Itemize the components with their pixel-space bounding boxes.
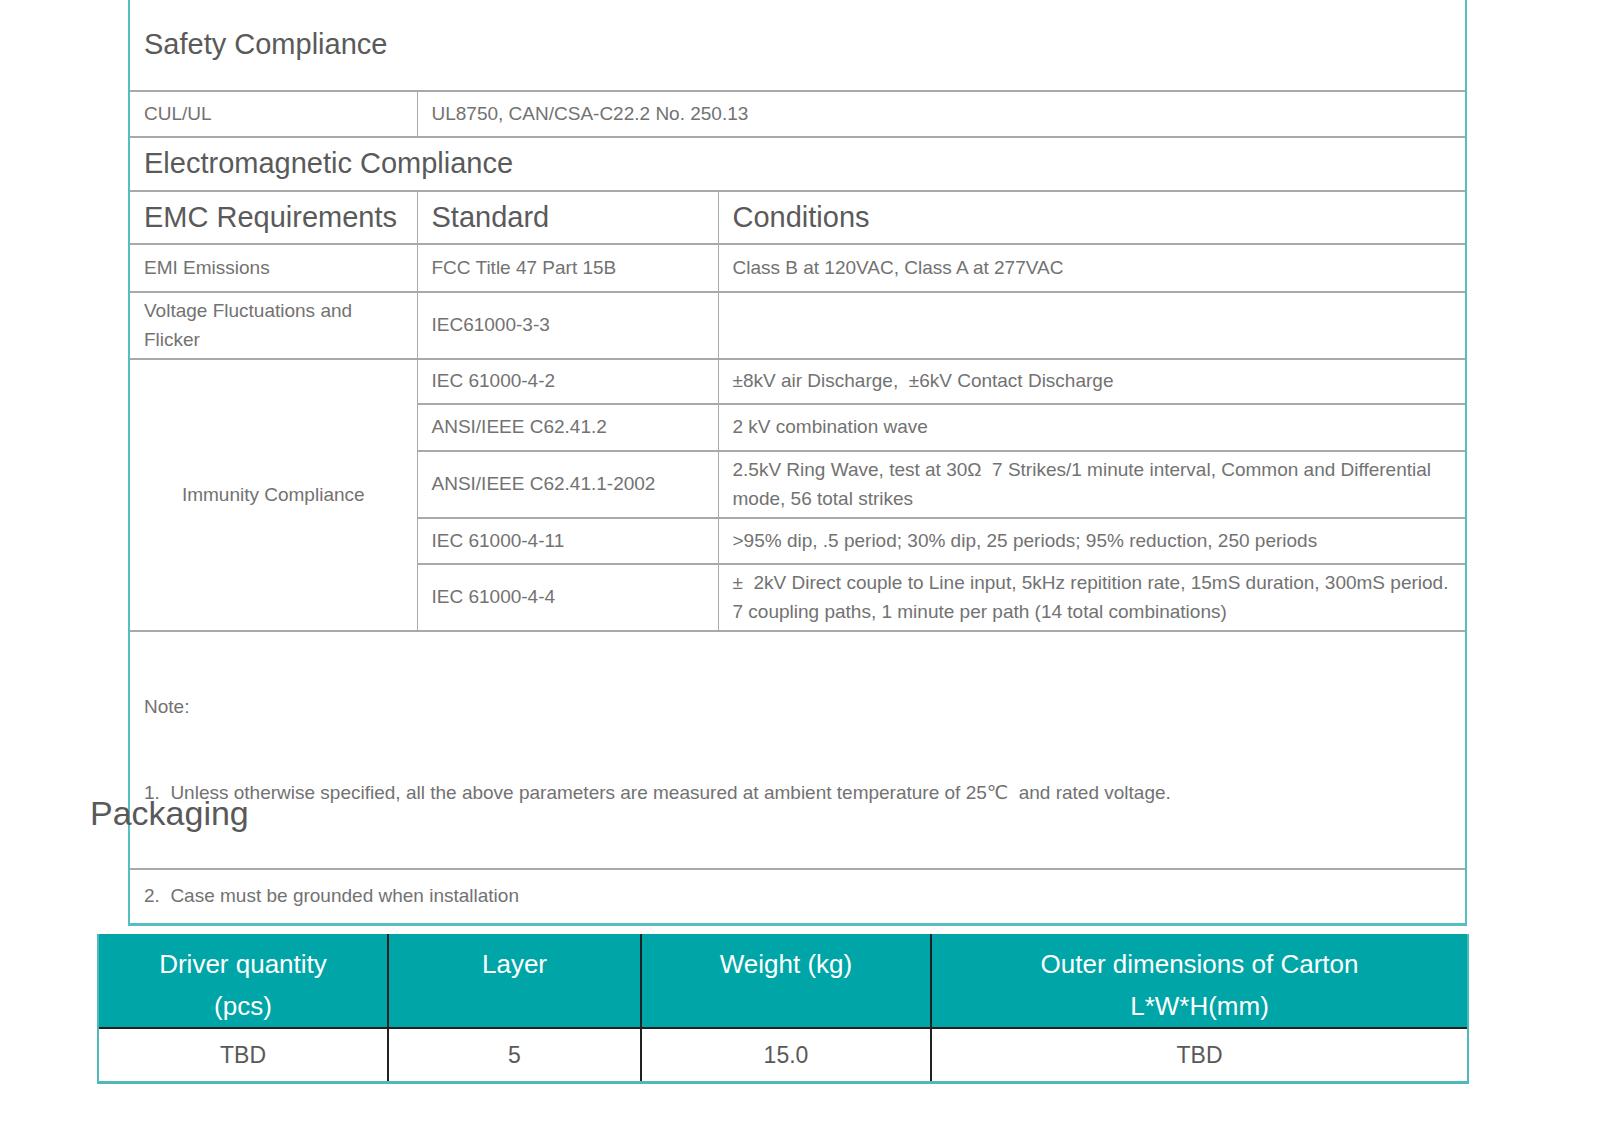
emc-header-requirements: EMC Requirements: [130, 191, 417, 245]
packaging-header-layer: Layer: [388, 934, 641, 1028]
packaging-value-outer-dimensions: TBD: [931, 1028, 1467, 1081]
emc-row-standard: IEC61000-3-3: [417, 292, 718, 359]
note-item-1: 1. Unless otherwise specified, all the a…: [144, 779, 1451, 808]
packaging-header-outer-dimensions: Outer dimensions of Carton L*W*H(mm): [931, 934, 1467, 1028]
emc-row-requirement: EMI Emissions: [130, 244, 417, 292]
emc-header-standard: Standard: [417, 191, 718, 245]
packaging-header-row: Driver quantity (pcs) Layer Weight (kg) …: [99, 934, 1467, 1028]
immunity-row-standard: ANSI/IEEE C62.41.2: [417, 404, 718, 451]
safety-section-title: Safety Compliance: [130, 0, 1465, 91]
immunity-row-standard: IEC 61000-4-2: [417, 359, 718, 404]
table-row: Immunity Compliance IEC 61000-4-2 ±8kV a…: [130, 359, 1465, 404]
immunity-row-standard: IEC 61000-4-11: [417, 518, 718, 564]
table-row: CUL/UL UL8750, CAN/CSA-C22.2 No. 250.13: [130, 91, 1465, 137]
immunity-compliance-label: Immunity Compliance: [130, 359, 417, 631]
table-row: Voltage Fluctuations and Flicker IEC6100…: [130, 292, 1465, 359]
note-cell: Note: 1. Unless otherwise specified, all…: [130, 631, 1465, 869]
packaging-data-row: TBD 5 15.0 TBD: [99, 1028, 1467, 1081]
immunity-row-conditions: ±8kV air Discharge, ±6kV Contact Dischar…: [718, 359, 1465, 404]
note-item-2: 2. Case must be grounded when installati…: [130, 869, 1465, 923]
packaging-table-grid: Driver quantity (pcs) Layer Weight (kg) …: [99, 934, 1467, 1081]
table-header-row: EMC Requirements Standard Conditions: [130, 191, 1465, 245]
emc-row-conditions: [718, 292, 1465, 359]
compliance-table-grid: Safety Compliance CUL/UL UL8750, CAN/CSA…: [130, 0, 1465, 923]
compliance-table: Safety Compliance CUL/UL UL8750, CAN/CSA…: [128, 0, 1467, 926]
table-row: Safety Compliance: [130, 0, 1465, 91]
note-label: Note:: [144, 693, 1451, 722]
immunity-row-standard: IEC 61000-4-4: [417, 564, 718, 631]
table-row: Note: 1. Unless otherwise specified, all…: [130, 631, 1465, 869]
emc-row-standard: FCC Title 47 Part 15B: [417, 244, 718, 292]
table-row: Electromagnetic Compliance: [130, 137, 1465, 191]
cul-ul-value: UL8750, CAN/CSA-C22.2 No. 250.13: [417, 91, 1465, 137]
immunity-row-conditions: 2.5kV Ring Wave, test at 30Ω 7 Strikes/1…: [718, 451, 1465, 518]
packaging-value-weight: 15.0: [641, 1028, 931, 1081]
emc-header-conditions: Conditions: [718, 191, 1465, 245]
packaging-header-weight: Weight (kg): [641, 934, 931, 1028]
immunity-row-conditions: >95% dip, .5 period; 30% dip, 25 periods…: [718, 518, 1465, 564]
packaging-value-layer: 5: [388, 1028, 641, 1081]
cul-ul-label: CUL/UL: [130, 91, 417, 137]
immunity-row-conditions: 2 kV combination wave: [718, 404, 1465, 451]
table-row: EMI Emissions FCC Title 47 Part 15B Clas…: [130, 244, 1465, 292]
table-row: 2. Case must be grounded when installati…: [130, 869, 1465, 923]
emc-section-title: Electromagnetic Compliance: [130, 137, 1465, 191]
packaging-title: Packaging: [90, 793, 249, 833]
emc-row-conditions: Class B at 120VAC, Class A at 277VAC: [718, 244, 1465, 292]
packaging-value-driver-quantity: TBD: [99, 1028, 388, 1081]
emc-row-requirement: Voltage Fluctuations and Flicker: [130, 292, 417, 359]
packaging-table: Driver quantity (pcs) Layer Weight (kg) …: [97, 934, 1469, 1084]
packaging-header-driver-quantity: Driver quantity (pcs): [99, 934, 388, 1028]
immunity-row-standard: ANSI/IEEE C62.41.1-2002: [417, 451, 718, 518]
immunity-row-conditions: ± 2kV Direct couple to Line input, 5kHz …: [718, 564, 1465, 631]
